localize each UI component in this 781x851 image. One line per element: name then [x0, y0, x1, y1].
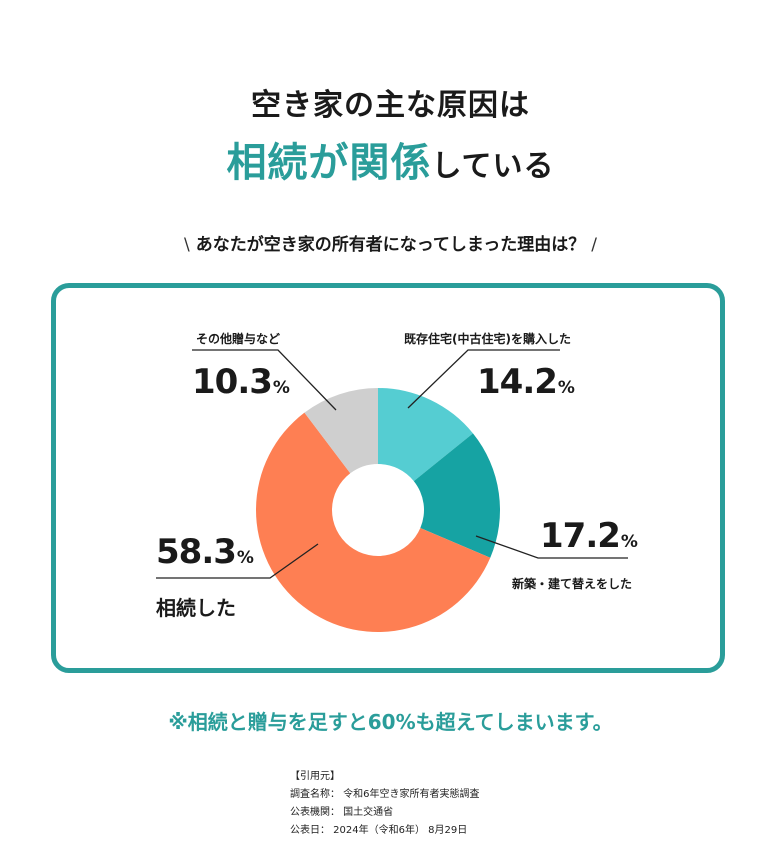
slice-purchase [378, 388, 473, 482]
source-citation: 【引用元】 調査名称： 令和6年空き家所有者実態調査 公表機関： 国土交通省 公… [290, 768, 480, 840]
label-other-pct: % [272, 378, 290, 398]
source-survey: 調査名称： 令和6年空き家所有者実態調査 [290, 789, 480, 800]
leader-line-other [192, 349, 337, 411]
question-slash-left: \ [184, 235, 190, 255]
source-agency: 公表機関： 国土交通省 [290, 807, 394, 818]
page-title-line1: 空き家の主な原因は [251, 88, 530, 123]
label-inherit-number: 58.3 [156, 532, 237, 572]
question-slash-right: / [591, 235, 597, 255]
label-newbuild-value: 17.2% [540, 516, 638, 556]
label-newbuild-category: 新築・建て替えをした [512, 577, 633, 591]
title-rest: している [431, 149, 555, 184]
slice-newbuild [413, 433, 500, 558]
leader-lines [156, 349, 628, 579]
slice-other [304, 388, 378, 474]
label-purchase-pct: % [557, 378, 575, 398]
label-inherit-value: 58.3% [156, 532, 254, 572]
title-accent: 相続が関係 [226, 140, 432, 186]
label-purchase-category: 既存住宅(中古住宅)を購入した [404, 332, 571, 346]
question-text: あなたが空き家の所有者になってしまった理由は？ [195, 235, 586, 255]
leader-line-newbuild [475, 535, 628, 559]
label-newbuild-number: 17.2 [540, 516, 621, 556]
label-other-category: その他贈与など [196, 332, 281, 346]
label-newbuild-pct: % [620, 532, 638, 552]
label-purchase-number: 14.2 [477, 362, 558, 402]
label-purchase-value: 14.2% [477, 362, 575, 402]
label-inherit-category: 相続した [156, 596, 236, 620]
source-heading: 【引用元】 [290, 771, 340, 782]
leader-line-inherit [156, 543, 319, 579]
label-other-value: 10.3% [192, 362, 290, 402]
leader-line-purchase [407, 349, 560, 409]
slice-inherit [255, 412, 491, 632]
donut-slices [255, 388, 500, 632]
page-title-line2: 相続が関係している [0, 130, 781, 188]
label-inherit-pct: % [236, 548, 254, 568]
footnote: ※相続と贈与を足すと60%も超えてしまいます。 [168, 710, 613, 734]
label-other-number: 10.3 [192, 362, 273, 402]
source-date: 公表日： 2024年（令和6年） 8月29日 [290, 825, 468, 836]
survey-question: \ あなたが空き家の所有者になってしまった理由は？ / [0, 230, 781, 255]
